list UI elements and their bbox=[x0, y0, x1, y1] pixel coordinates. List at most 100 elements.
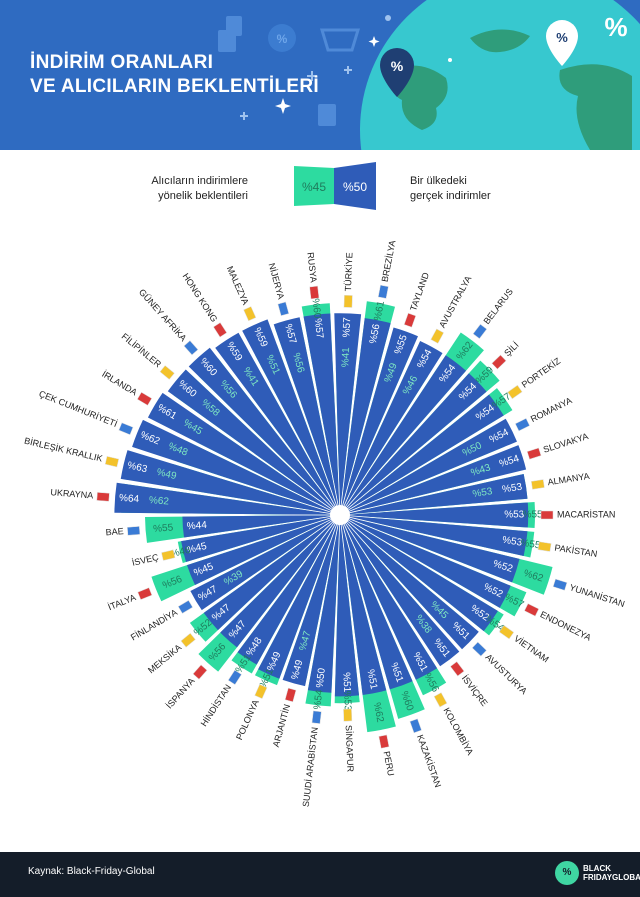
radial-divider bbox=[345, 520, 491, 684]
actual-value-label: %49 bbox=[290, 658, 306, 681]
country-flag-icon bbox=[491, 354, 507, 370]
location-pin-icon bbox=[380, 48, 414, 97]
country-label: FİLİPİNLER bbox=[120, 331, 164, 370]
plus-icon bbox=[240, 112, 248, 120]
expected-value-label: %61 bbox=[372, 300, 387, 322]
country-flag-icon bbox=[472, 323, 488, 339]
country-label: RUSYA bbox=[305, 252, 318, 283]
radial-divider bbox=[347, 515, 565, 533]
plus-icon bbox=[307, 71, 317, 81]
country-label: ARJANTİN bbox=[271, 703, 292, 748]
country-flag-icon bbox=[127, 526, 141, 536]
country-flag-icon bbox=[177, 600, 193, 614]
country-flag-icon bbox=[377, 284, 389, 299]
expected-value-label: %60 bbox=[309, 298, 322, 320]
actual-bar bbox=[341, 318, 391, 508]
country-label: İSVEÇ bbox=[131, 552, 160, 568]
actual-bar bbox=[203, 519, 335, 631]
actual-bar bbox=[342, 522, 413, 690]
actual-value-label: %51 bbox=[340, 672, 352, 693]
percent-badge-text: % bbox=[277, 32, 288, 46]
radial-divider bbox=[342, 308, 433, 508]
radial-divider bbox=[202, 335, 336, 509]
legend-actual-swatch bbox=[334, 162, 376, 210]
actual-bar bbox=[334, 313, 362, 508]
country-flag-icon bbox=[227, 669, 242, 685]
country-label: SLOVAKYA bbox=[542, 431, 590, 455]
actual-bar bbox=[341, 522, 387, 695]
legend-expected-value: %45 bbox=[302, 180, 326, 194]
country-flag-icon bbox=[552, 578, 568, 591]
radial-divider bbox=[116, 480, 333, 515]
radial-divider bbox=[177, 358, 335, 510]
radial-divider bbox=[347, 517, 550, 600]
expected-value-label: %41 bbox=[340, 347, 352, 368]
actual-bar bbox=[220, 520, 336, 648]
radial-divider bbox=[341, 522, 401, 733]
header-banner: % % % % İNDİRİM ORANLARI VE ALICILARIN B… bbox=[0, 0, 640, 150]
expected-value-label: %46 bbox=[170, 545, 192, 560]
percent-badge-icon bbox=[268, 24, 296, 52]
sparkle-icon bbox=[275, 98, 291, 114]
actual-bar bbox=[347, 445, 527, 514]
pin-percent-text: % bbox=[391, 58, 404, 74]
country-label: GÜNEY AFRİKA bbox=[137, 287, 189, 343]
basket-icon bbox=[319, 28, 361, 52]
country-flag-icon bbox=[409, 718, 422, 734]
actual-bar bbox=[346, 519, 498, 632]
actual-bar bbox=[282, 522, 339, 687]
expected-value-label: %54 bbox=[312, 689, 325, 711]
legend-actual-label: Bir ülkedeki gerçek indirimler bbox=[410, 174, 491, 204]
radial-divider bbox=[330, 289, 341, 508]
actual-bar bbox=[114, 482, 333, 515]
actual-value-label: %64 bbox=[119, 493, 140, 506]
actual-bar bbox=[345, 373, 487, 510]
actual-value-label: %45 bbox=[186, 541, 208, 556]
radial-divider bbox=[124, 517, 333, 584]
legend-actual-line2: gerçek indirimler bbox=[410, 190, 491, 202]
actual-bar bbox=[346, 418, 517, 512]
radial-divider bbox=[347, 463, 560, 514]
radial-divider bbox=[347, 516, 560, 567]
country-flag-icon bbox=[243, 306, 257, 322]
actual-value-label: %53 bbox=[504, 510, 524, 521]
country-label: ÇEK CUMHURİYETİ bbox=[38, 389, 119, 429]
actual-bar bbox=[343, 340, 443, 509]
expected-value-label: %53 bbox=[341, 690, 353, 711]
radial-divider bbox=[116, 515, 333, 550]
actual-bar bbox=[345, 520, 479, 650]
country-flag-icon bbox=[192, 664, 208, 680]
country-label: KOLOMBİYA bbox=[441, 706, 475, 757]
country-flag-icon bbox=[213, 322, 228, 338]
radial-divider bbox=[341, 297, 401, 508]
legend-actual-line1: Bir ülkedeki bbox=[410, 175, 467, 187]
actual-value-label: %63 bbox=[126, 460, 148, 475]
country-flag-icon bbox=[118, 422, 134, 435]
actual-bar bbox=[147, 392, 334, 512]
actual-bar bbox=[167, 369, 335, 511]
actual-bar bbox=[188, 347, 336, 510]
radial-divider bbox=[347, 497, 565, 515]
country-label: SUUDİ ARABİSTAN bbox=[301, 727, 320, 808]
country-label: BİRLEŞİK KRALLIK bbox=[23, 436, 103, 464]
legend-actual-value: %50 bbox=[343, 180, 367, 194]
country-flag-icon bbox=[498, 625, 515, 640]
actual-bar bbox=[303, 313, 340, 508]
legend: Alıcıların indirimlere yönelik beklentil… bbox=[0, 160, 640, 210]
country-flag-icon bbox=[378, 734, 390, 749]
radial-divider bbox=[340, 522, 367, 740]
country-label: HONG KONG bbox=[181, 271, 220, 323]
country-flag-icon bbox=[514, 418, 530, 432]
actual-bar bbox=[273, 317, 339, 508]
radial-divider bbox=[263, 302, 338, 508]
country-label: PORTEKİZ bbox=[520, 356, 563, 390]
page-title-line2: VE ALICILARIN BEKLENTİLERİ bbox=[30, 76, 319, 97]
country-flag-icon bbox=[309, 285, 320, 300]
radial-divider bbox=[155, 519, 334, 646]
country-label: BELARUS bbox=[482, 287, 515, 326]
country-label: FİNLANDİYA bbox=[129, 607, 179, 642]
country-flag-icon bbox=[284, 687, 297, 703]
radial-divider bbox=[231, 316, 337, 509]
country-label: NİJERYA bbox=[267, 262, 286, 301]
legend-swatches: %45 %50 bbox=[294, 162, 376, 210]
